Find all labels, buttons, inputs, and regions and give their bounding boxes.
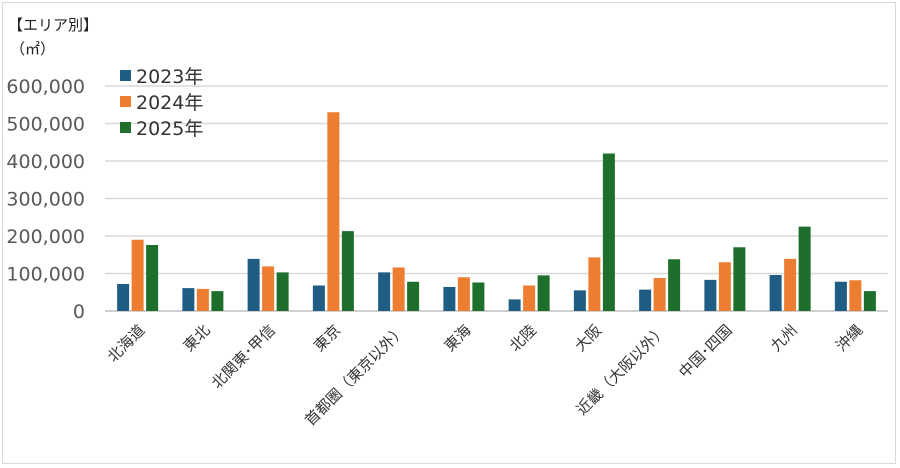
y-tick-label: 300,000: [6, 189, 85, 211]
bar-2023年-東海: [443, 287, 456, 311]
bar-2023年-沖縄: [834, 281, 847, 311]
legend-swatch: [120, 122, 131, 133]
x-tick-label: 大阪: [571, 321, 605, 355]
bar-2025年-東海: [472, 282, 485, 311]
y-tick-label: 600,000: [6, 76, 85, 98]
y-tick-label: 500,000: [6, 114, 85, 136]
legend: 2023年 2024年 2025年: [120, 66, 203, 140]
x-tick-label: 東京: [310, 321, 344, 355]
bar-2025年-北海道: [146, 245, 159, 311]
y-tick-label: 100,000: [6, 264, 85, 286]
y-tick-label: 200,000: [6, 226, 85, 248]
bar-2025年-東北: [211, 291, 224, 311]
bar-2025年-北関東･甲信: [276, 272, 289, 311]
x-tick-label: 東海: [441, 321, 475, 355]
bar-2023年-首都圏（東京以外）: [378, 272, 391, 311]
bar-2024年-北海道: [131, 239, 144, 311]
y-tick-label: 0: [73, 301, 85, 323]
bar-2025年-首都圏（東京以外）: [407, 281, 420, 311]
bar-2024年-九州: [784, 258, 797, 311]
bar-2023年-東北: [182, 288, 195, 311]
bar-2023年-近畿（大阪以外）: [639, 289, 652, 311]
legend-swatch: [120, 70, 131, 81]
bar-2024年-東海: [457, 277, 470, 311]
bar-2024年-中国･四国: [718, 262, 731, 311]
legend-label: 2023年: [136, 66, 203, 88]
bar-2025年-大阪: [602, 153, 615, 311]
y-tick-label: 400,000: [6, 151, 85, 173]
chart-title: 【エリア別】: [8, 16, 99, 34]
bar-2023年-九州: [769, 275, 782, 311]
bar-2024年-沖縄: [849, 280, 862, 311]
bar-2023年-北関東･甲信: [247, 258, 260, 311]
bar-2024年-北陸: [523, 285, 536, 311]
bar-2025年-九州: [798, 226, 811, 311]
bar-2025年-沖縄: [863, 291, 876, 311]
legend-label: 2024年: [136, 92, 203, 114]
bar-2024年-北関東･甲信: [262, 266, 275, 311]
bar-2023年-中国･四国: [704, 279, 717, 311]
bar-2023年-大阪: [573, 290, 586, 311]
bar-2025年-中国･四国: [733, 247, 746, 311]
x-tick-label: 九州: [767, 321, 801, 355]
bar-2025年-東京: [341, 231, 354, 311]
bar-2023年-北陸: [508, 299, 521, 311]
bars: [117, 112, 876, 311]
legend-swatch: [120, 96, 131, 107]
gridlines: [105, 85, 888, 312]
x-tick-label: 北関東･甲信: [208, 321, 279, 392]
unit-label: （㎡）: [10, 40, 56, 58]
bar-2025年-近畿（大阪以外）: [668, 259, 681, 311]
bar-2024年-東京: [327, 112, 340, 311]
bar-2024年-近畿（大阪以外）: [653, 278, 666, 311]
legend-label: 2025年: [136, 118, 203, 140]
y-axis: 0 100,000 200,000 300,000 400,000 500,000 600,…: [6, 76, 85, 323]
x-tick-label: 沖縄: [832, 321, 866, 355]
bar-2025年-北陸: [537, 275, 550, 311]
bar-2024年-大阪: [588, 257, 601, 311]
x-tick-label: 中国･四国: [675, 321, 735, 381]
x-tick-label: 北陸: [506, 321, 540, 355]
bar-2023年-東京: [312, 285, 325, 311]
bar-2023年-北海道: [117, 284, 130, 311]
bar-2024年-首都圏（東京以外）: [392, 267, 405, 311]
x-tick-label: 北海道: [104, 321, 149, 366]
bar-2024年-東北: [196, 288, 209, 311]
x-tick-label: 東北: [180, 321, 214, 355]
